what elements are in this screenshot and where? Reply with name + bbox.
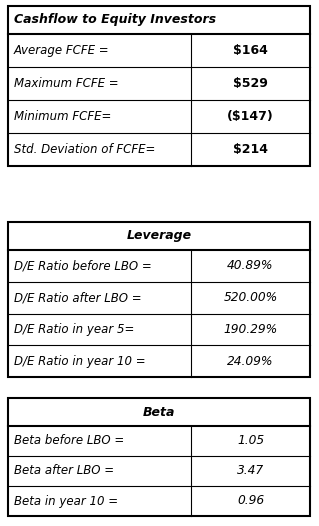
Text: Beta in year 10 =: Beta in year 10 = [14,494,118,508]
Text: D/E Ratio after LBO =: D/E Ratio after LBO = [14,291,142,304]
Text: $214: $214 [233,143,268,156]
Text: Maximum FCFE =: Maximum FCFE = [14,77,119,90]
Text: 1.05: 1.05 [237,434,264,448]
Text: Average FCFE =: Average FCFE = [14,44,110,57]
Text: Beta: Beta [143,406,175,419]
Text: Cashflow to Equity Investors: Cashflow to Equity Investors [14,14,216,26]
Text: 190.29%: 190.29% [223,323,278,336]
Bar [8,222,310,377]
Bar [8,6,310,166]
Text: 24.09%: 24.09% [227,355,274,368]
Text: D/E Ratio in year 10 =: D/E Ratio in year 10 = [14,355,146,368]
Text: 0.96: 0.96 [237,494,264,508]
Text: ($147): ($147) [227,110,274,123]
Text: $164: $164 [233,44,268,57]
Text: Beta before LBO =: Beta before LBO = [14,434,124,448]
Text: 40.89%: 40.89% [227,259,274,272]
Text: D/E Ratio before LBO =: D/E Ratio before LBO = [14,259,152,272]
Text: Minimum FCFE=: Minimum FCFE= [14,110,111,123]
Text: D/E Ratio in year 5=: D/E Ratio in year 5= [14,323,134,336]
Text: Leverage: Leverage [126,229,192,242]
Text: Beta after LBO =: Beta after LBO = [14,464,114,478]
Text: 520.00%: 520.00% [223,291,278,304]
Bar [8,398,310,516]
Text: 3.47: 3.47 [237,464,264,478]
Text: Std. Deviation of FCFE=: Std. Deviation of FCFE= [14,143,155,156]
Text: $529: $529 [233,77,268,90]
